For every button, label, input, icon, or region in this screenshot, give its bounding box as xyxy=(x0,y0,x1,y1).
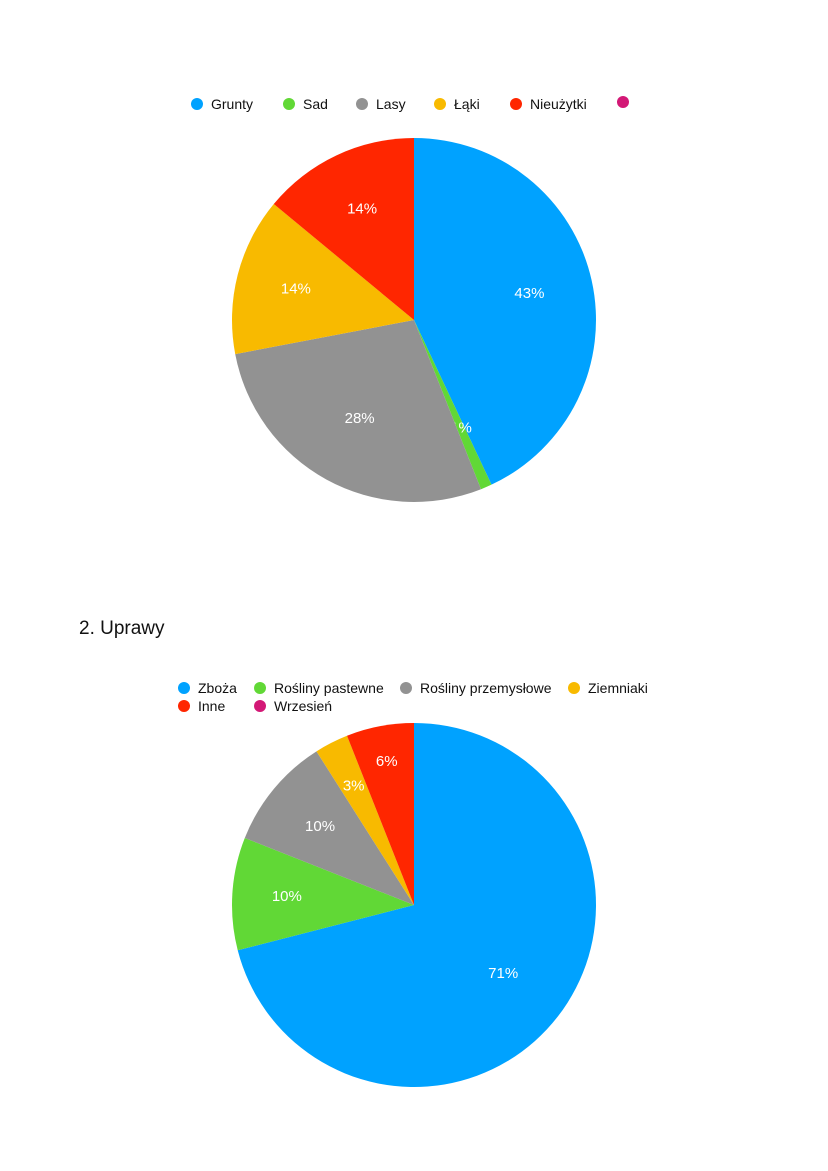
legend-item: Lasy xyxy=(356,96,406,112)
slice-data-label: 43% xyxy=(514,285,544,302)
slice-data-label: 71% xyxy=(488,965,518,982)
legend-swatch xyxy=(400,682,412,694)
legend-item: Zboża xyxy=(178,680,237,696)
slice-data-label: 3% xyxy=(343,778,365,795)
pie-chart-2: 71% 10% 10% 3% 6% xyxy=(232,723,596,1087)
legend-item: Sad xyxy=(283,96,328,112)
pie-slice xyxy=(237,723,596,1087)
legend-label: Łąki xyxy=(454,96,480,112)
slice-data-label: 14% xyxy=(347,201,377,218)
legend-label: Rośliny pastewne xyxy=(274,680,384,696)
pie-slice xyxy=(347,723,414,905)
legend-chart-1: Grunty Sad Lasy Łąki Nieużytki xyxy=(0,96,828,114)
pie-chart-1: 43%1%28%14%14% xyxy=(232,138,597,503)
slice-data-label: 10% xyxy=(272,888,302,905)
legend-chart-2: Zboża Rośliny pastewne Rośliny przemysłowe… xyxy=(0,680,828,716)
section-heading: 2. Uprawy xyxy=(79,618,165,639)
pie-slice xyxy=(316,735,414,905)
slice-data-label: 28% xyxy=(345,410,375,427)
legend-swatch xyxy=(356,98,368,110)
slice-data-label: 14% xyxy=(281,281,311,298)
pie-slice xyxy=(232,838,414,951)
legend-label: Inne xyxy=(198,698,226,714)
legend-swatch xyxy=(510,98,522,110)
pie-slice xyxy=(414,138,597,485)
pie-slice xyxy=(232,203,414,355)
legend-swatch xyxy=(254,682,266,694)
legend-label: Grunty xyxy=(211,96,254,112)
legend-swatch xyxy=(434,98,446,110)
legend-item: Rośliny przemysłowe xyxy=(400,680,551,696)
legend-item: Grunty xyxy=(191,96,253,112)
slice-data-label: 6% xyxy=(376,753,398,770)
legend-label: Ziemniaki xyxy=(588,680,648,696)
pie-slice xyxy=(235,320,481,503)
legend-item: Rośliny pastewne xyxy=(254,680,384,696)
pie-slice xyxy=(244,751,414,905)
legend-label: Zboża xyxy=(198,680,237,696)
slice-data-label: 10% xyxy=(305,818,335,835)
legend-swatch xyxy=(178,682,190,694)
legend-item xyxy=(617,96,637,108)
legend-swatch xyxy=(254,700,266,712)
legend-item: Ziemniaki xyxy=(568,680,648,696)
legend-label: Wrzesień xyxy=(274,698,333,714)
legend-label: Lasy xyxy=(376,96,406,112)
legend-swatch xyxy=(191,98,203,110)
pie-slice xyxy=(273,138,414,320)
legend-label: Sad xyxy=(303,96,328,112)
pie-slice xyxy=(414,320,492,490)
legend-item: Inne xyxy=(178,698,225,714)
legend-swatch xyxy=(178,700,190,712)
legend-swatch xyxy=(617,96,629,108)
legend-label: Nieużytki xyxy=(530,96,587,112)
legend-item: Wrzesień xyxy=(254,698,332,714)
legend-swatch xyxy=(283,98,295,110)
legend-item: Łąki xyxy=(434,96,480,112)
legend-label: Rośliny przemysłowe xyxy=(420,680,552,696)
legend-item: Nieużytki xyxy=(510,96,587,112)
legend-swatch xyxy=(568,682,580,694)
